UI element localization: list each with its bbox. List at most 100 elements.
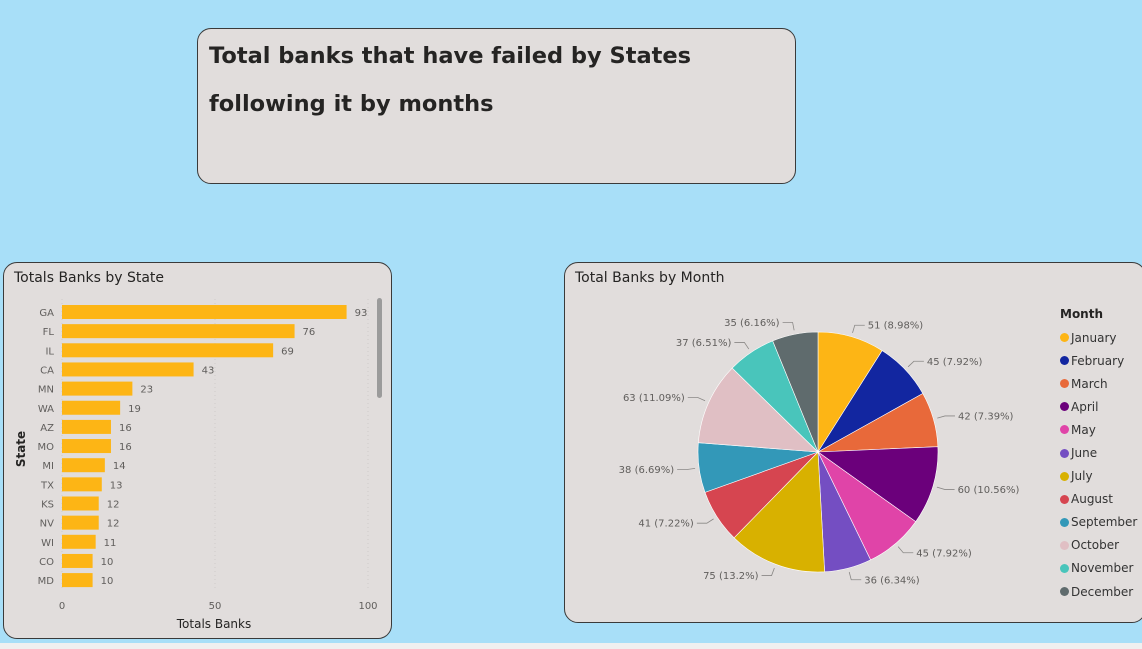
title-card: Total banks that have failed by States f…	[197, 28, 796, 184]
legend-item[interactable]: August	[1060, 488, 1137, 511]
legend-label: July	[1071, 469, 1093, 484]
legend-item[interactable]: November	[1060, 557, 1137, 580]
bar[interactable]	[62, 439, 111, 454]
x-tick-label: 50	[209, 601, 222, 612]
legend-label: November	[1071, 561, 1134, 576]
legend-item[interactable]: June	[1060, 441, 1137, 464]
bar[interactable]	[62, 419, 111, 434]
pie-data-label: 51 (8.98%)	[868, 321, 924, 332]
data-label: 11	[104, 538, 117, 549]
leader-line	[782, 322, 795, 331]
legend-dot-icon	[1060, 333, 1069, 343]
pie-chart-title: Total Banks by Month	[575, 270, 725, 286]
category-label: NV	[40, 519, 54, 530]
leader-line	[696, 518, 714, 524]
data-label: 19	[128, 404, 141, 415]
leader-line	[907, 360, 924, 368]
data-label: 12	[107, 519, 120, 530]
legend-label: March	[1071, 376, 1108, 391]
pie-slice[interactable]	[698, 367, 819, 453]
leader-line	[897, 546, 914, 554]
legend-label: September	[1071, 515, 1138, 530]
pie-slice[interactable]	[817, 446, 939, 523]
data-label: 10	[101, 576, 114, 587]
leader-line	[687, 397, 706, 402]
bar[interactable]	[62, 381, 133, 396]
pie-chart-panel: Total Banks by Month 51 (8.98%) 45 (7.92%…	[564, 262, 1142, 623]
legend-dot-icon	[1060, 402, 1069, 412]
leader-line	[677, 468, 696, 470]
legend-dot-icon	[1060, 563, 1069, 573]
legend-title: Month	[1060, 307, 1104, 321]
bar[interactable]	[62, 362, 194, 377]
legend-dot-icon	[1060, 494, 1069, 504]
bar[interactable]	[62, 496, 99, 511]
legend-item[interactable]: July	[1060, 465, 1137, 488]
legend-label: June	[1071, 446, 1098, 461]
pie-data-label: 36 (6.34%)	[864, 575, 920, 586]
legend-item[interactable]: May	[1060, 418, 1137, 441]
bar[interactable]	[62, 553, 93, 568]
x-tick-label: 0	[59, 601, 65, 612]
data-label: 76	[303, 327, 316, 338]
legend-item[interactable]: January	[1060, 326, 1137, 349]
legend-label: August	[1071, 492, 1113, 507]
pie-slice[interactable]	[733, 451, 825, 573]
bar[interactable]	[62, 534, 96, 549]
bottom-strip	[0, 643, 1142, 649]
legend-item[interactable]: April	[1060, 395, 1137, 418]
data-label: 12	[107, 500, 120, 511]
legend-label: May	[1071, 422, 1096, 437]
bar-chart-panel: Totals Banks by State GA FL IL CA MN WA AZ MO MI…	[3, 262, 392, 639]
bar[interactable]	[62, 305, 347, 319]
legend-item[interactable]: March	[1060, 372, 1137, 395]
category-label: CA	[40, 365, 54, 376]
legend-label: February	[1071, 353, 1125, 368]
y-axis-label: State	[14, 431, 28, 467]
pie-data-label: 41 (7.22%)	[638, 519, 694, 530]
legend-item[interactable]: September	[1060, 511, 1137, 534]
data-label: 93	[355, 308, 368, 319]
legend-item[interactable]: February	[1060, 349, 1137, 372]
page-title: Total banks that have failed by States	[209, 43, 692, 69]
legend-dot-icon	[1060, 448, 1069, 458]
data-label: 43	[202, 365, 215, 376]
legend-dot-icon	[1060, 540, 1069, 550]
pie-legend: Month January February March April May June Ju…	[1060, 307, 1137, 603]
pie-slice[interactable]	[772, 331, 819, 453]
bar[interactable]	[62, 324, 295, 339]
bar[interactable]	[62, 458, 105, 473]
data-label: 14	[113, 461, 126, 472]
legend-label: April	[1071, 399, 1099, 414]
legend-item[interactable]: October	[1060, 534, 1137, 557]
category-label: AZ	[40, 423, 54, 434]
bar[interactable]	[62, 515, 99, 530]
category-label: TX	[40, 480, 54, 491]
bar[interactable]	[62, 343, 274, 358]
legend-dot-icon	[1060, 471, 1069, 481]
pie-data-label: 45 (7.92%)	[927, 357, 983, 368]
pie-chart: 51 (8.98%) 45 (7.92%) 42 (7.39%) 60 (10.56%…	[619, 318, 1020, 586]
category-label: IL	[45, 346, 54, 357]
pie-data-label: 37 (6.51%)	[676, 338, 732, 349]
legend-dot-icon	[1060, 587, 1069, 597]
data-label: 16	[119, 423, 132, 434]
legend-label: October	[1071, 538, 1120, 553]
legend-item[interactable]: December	[1060, 580, 1137, 603]
x-axis-label: Totals Banks	[176, 617, 251, 631]
leader-line	[936, 486, 955, 490]
data-label: 23	[140, 385, 153, 396]
leader-line	[848, 571, 862, 581]
category-label: MI	[42, 461, 54, 472]
x-tick-label: 100	[358, 601, 377, 612]
pie-data-label: 35 (6.16%)	[724, 318, 780, 329]
bar[interactable]	[62, 573, 93, 588]
bar[interactable]	[62, 477, 102, 492]
pie-data-label: 60 (10.56%)	[958, 485, 1020, 496]
legend-dot-icon	[1060, 425, 1069, 435]
legend-dot-icon	[1060, 379, 1069, 389]
bar[interactable]	[62, 400, 121, 415]
bar-chart-scrollbar[interactable]	[377, 298, 382, 398]
data-label: 69	[281, 346, 294, 357]
bar-chart-title: Totals Banks by State	[14, 270, 165, 286]
